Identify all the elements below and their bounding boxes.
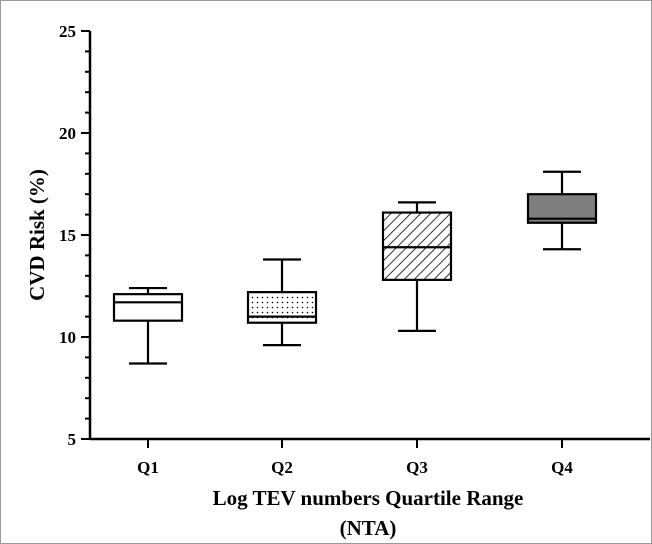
x-axis-title-line-1: Log TEV numbers Quartile Range [213,486,524,510]
y-tick-label: 20 [59,124,76,143]
y-tick-label: 10 [59,328,76,347]
y-axis-title: CVD Risk (%) [25,169,49,301]
box-q4 [526,170,598,251]
x-tick-label: Q1 [137,458,159,477]
x-tick-label: Q4 [551,458,573,477]
box-q3 [381,201,453,332]
y-tick-label: 5 [68,430,77,449]
y-tick-label: 15 [59,226,76,245]
iqr-box [112,293,184,322]
x-axis-title-line-2: (NTA) [340,516,397,540]
axes: 5 10 15 20 25 Q1 Q2 Q3 Q4 [59,22,650,477]
box-series [112,170,598,365]
x-tick-label: Q3 [406,458,428,477]
iqr-box [246,291,318,324]
y-tick-label: 25 [59,22,76,41]
x-tick-label: Q2 [271,458,293,477]
box-q2 [246,258,318,347]
box-q1 [112,286,184,365]
